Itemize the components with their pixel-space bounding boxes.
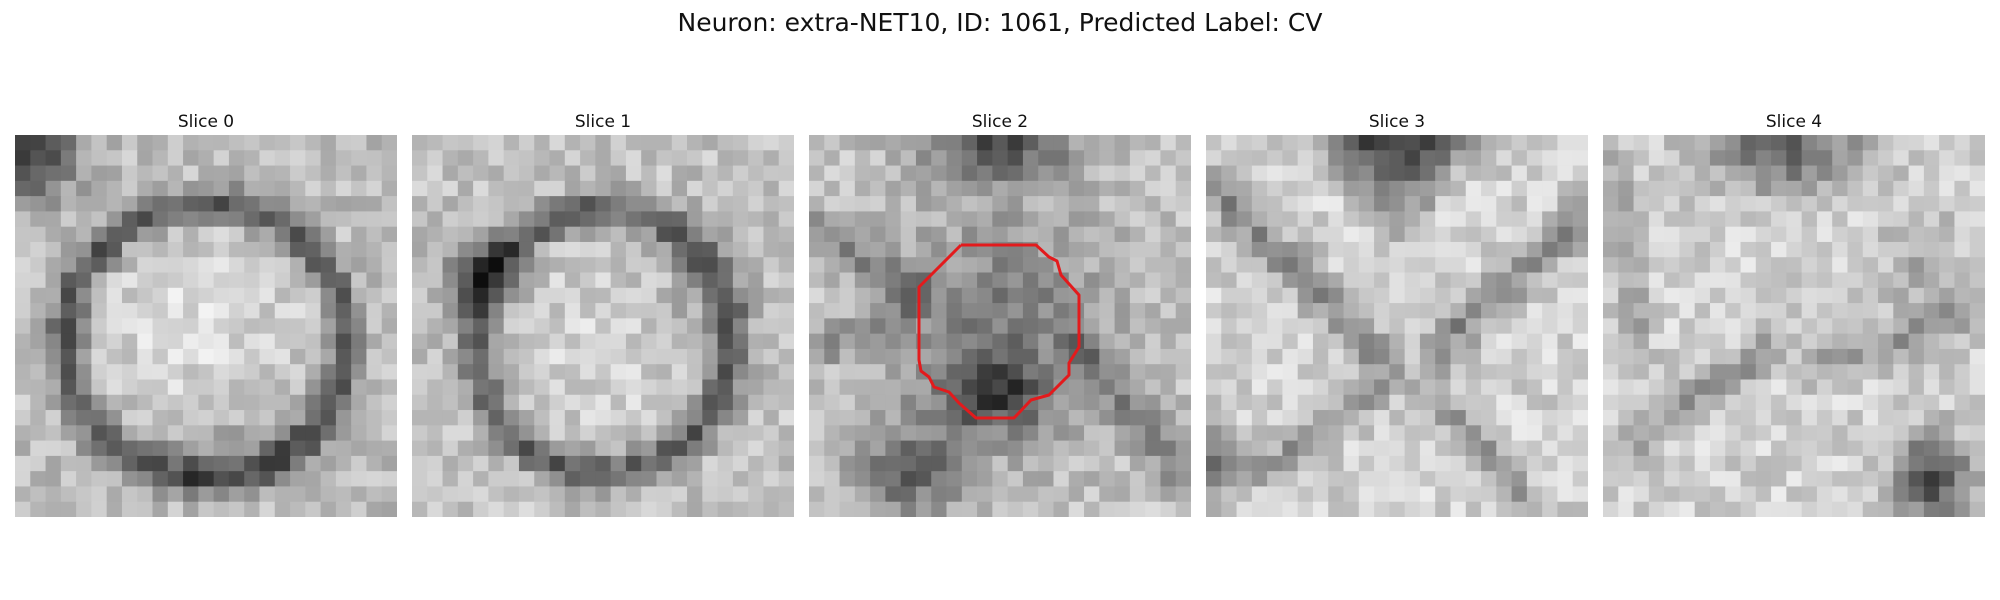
- slice-panel-4: Slice 4: [1603, 112, 1985, 517]
- slice-image-0: [15, 135, 397, 517]
- slice-panel-0: Slice 0: [15, 112, 397, 517]
- slice-panel-3: Slice 3: [1206, 112, 1588, 517]
- slice-panel-2: Slice 2: [809, 112, 1191, 517]
- slice-title-2: Slice 2: [971, 112, 1029, 132]
- slice-image-4: [1603, 135, 1985, 517]
- slice-image-3: [1206, 135, 1588, 517]
- slice-title-3: Slice 3: [1368, 112, 1426, 132]
- slice-image-2: [809, 135, 1191, 517]
- slice-panel-1: Slice 1: [412, 112, 794, 517]
- slice-title-1: Slice 1: [574, 112, 632, 132]
- slice-image-1: [412, 135, 794, 517]
- slice-title-0: Slice 0: [177, 112, 235, 132]
- figure-title: Neuron: extra-NET10, ID: 1061, Predicted…: [677, 8, 1323, 37]
- slice-title-4: Slice 4: [1765, 112, 1823, 132]
- segmentation-contour: [917, 243, 1081, 420]
